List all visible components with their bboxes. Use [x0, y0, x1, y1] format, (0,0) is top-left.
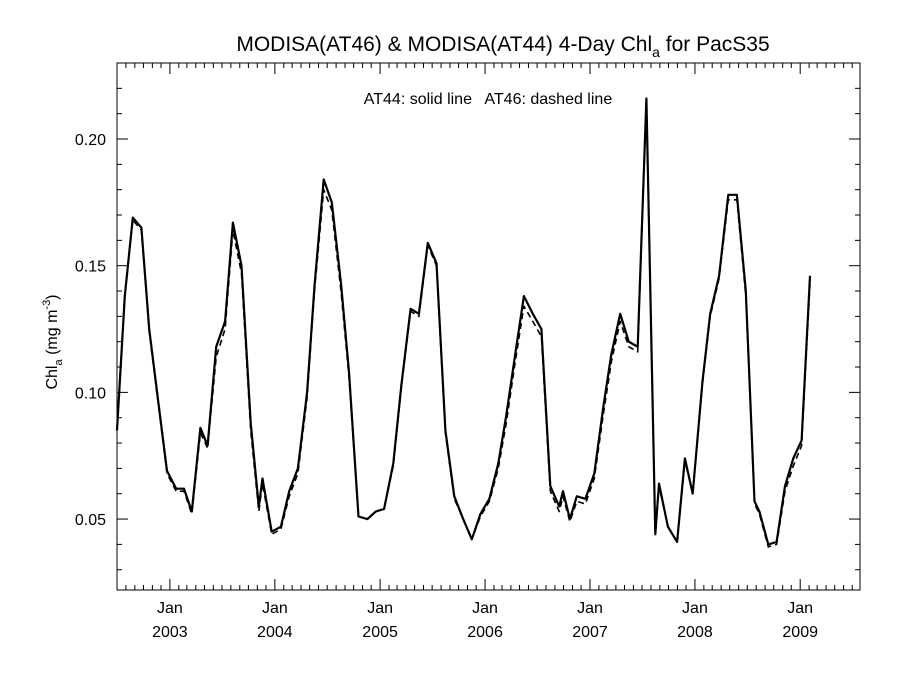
- line-style-annotation: AT44: solid line AT46: dashed line: [364, 91, 613, 108]
- x-tick-month-label: Jan: [472, 600, 498, 617]
- x-tick-year-label: 2007: [572, 624, 608, 641]
- y-axis-label: Chla (mg m-3): [41, 294, 65, 389]
- x-tick-year-label: 2009: [782, 624, 818, 641]
- x-tick-year-label: 2005: [362, 624, 398, 641]
- x-tick-year-label: 2004: [257, 624, 293, 641]
- series-lines: [115, 97, 812, 548]
- x-tick-month-label: Jan: [682, 600, 708, 617]
- axis-ticks: 0.05 0.10 0.15 0.20 Jan 2003 Jan 2004 Jan 2005 Jan…: [75, 62, 860, 641]
- series-line-at46: [116, 100, 811, 548]
- x-tick-month-label: Jan: [577, 600, 603, 617]
- chart-title: MODISA(AT46) & MODISA(AT44) 4-Day Chla f…: [236, 33, 769, 60]
- y-tick-label: 0.15: [75, 259, 106, 276]
- x-tick-month-label: Jan: [367, 600, 393, 617]
- series-line-at44: [115, 97, 812, 546]
- x-tick-month-label: Jan: [787, 600, 813, 617]
- x-tick-month-label: Jan: [157, 600, 183, 617]
- x-tick-year-label: 2006: [467, 624, 503, 641]
- y-tick-label: 0.05: [75, 512, 106, 529]
- x-tick-year-label: 2008: [677, 624, 713, 641]
- y-tick-label: 0.20: [75, 132, 106, 149]
- y-tick-label: 0.10: [75, 385, 106, 402]
- x-tick-month-label: Jan: [262, 600, 288, 617]
- plot-frame: [116, 62, 861, 591]
- x-tick-year-label: 2003: [152, 624, 188, 641]
